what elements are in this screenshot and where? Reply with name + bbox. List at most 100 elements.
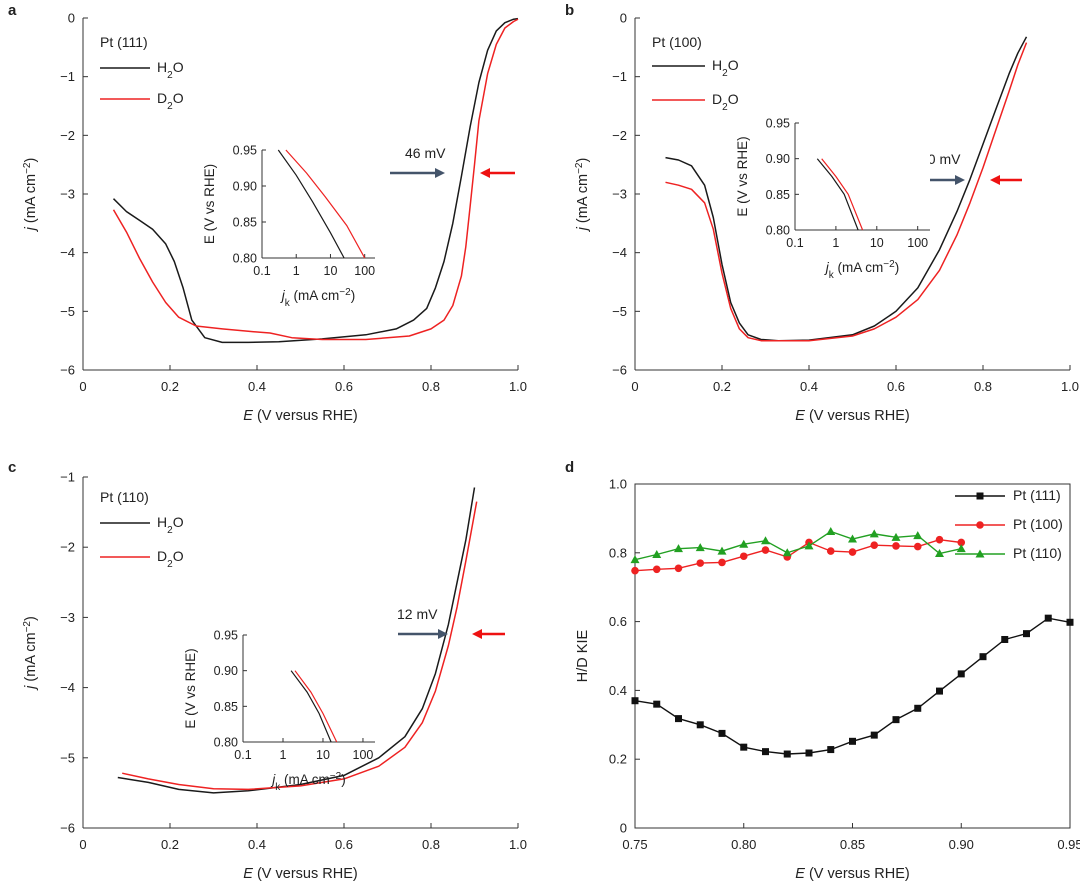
x-tick-label: 1.0 — [509, 837, 527, 852]
legend-entry: D2O — [157, 90, 184, 112]
y-axis-label-var: j — [575, 226, 591, 232]
h2o-arrow-head — [955, 175, 965, 185]
data-point-square — [696, 721, 704, 729]
x-axis-label-var: E — [243, 408, 253, 424]
y-axis-label-unit: (mA cm — [575, 174, 591, 227]
inset-x-label-unit: (mA cm — [834, 260, 884, 275]
inset-series-d2o — [821, 158, 864, 231]
y-axis-label-unit: (mA cm — [23, 174, 39, 227]
y-axis-label-exp: −2 — [574, 162, 585, 174]
data-point-triangle — [630, 555, 640, 564]
data-point-square — [849, 737, 856, 745]
x-axis-label-var: E — [795, 866, 805, 882]
inset-series-h2o — [816, 158, 859, 231]
y-tick-label: −1 — [60, 69, 75, 84]
y-axis-label: j (mA cm−2) — [22, 616, 40, 691]
y-axis-label-var: j — [23, 226, 39, 232]
series-line-h2o — [117, 487, 476, 794]
y-tick-label: −4 — [60, 680, 75, 695]
series-line-d2o — [665, 42, 1028, 342]
x-tick-label: 0.95 — [1057, 837, 1080, 852]
legend-title: Pt (100) — [652, 34, 702, 50]
y-axis-label-text: H/D KIE — [575, 629, 591, 682]
inset-x-axis-label: jk (mA cm−2) — [280, 287, 355, 309]
y-tick-label: −2 — [60, 128, 75, 143]
y-axis-label-exp: −2 — [22, 162, 33, 174]
y-axis-label-close: ) — [575, 158, 591, 163]
legend-entry-sub: 2 — [167, 70, 173, 81]
inset-x-label-sub: k — [829, 270, 835, 281]
inset-background — [262, 150, 375, 258]
inset-x-label-var: j — [824, 260, 830, 275]
inset-y-tick-label: 0.95 — [233, 144, 257, 158]
data-point-circle — [957, 538, 966, 547]
legend-entry-sub: 2 — [167, 525, 173, 536]
series-line-d2o — [112, 18, 519, 341]
y-tick-label: −6 — [60, 363, 75, 378]
inset-y-tick-label: 0.85 — [233, 216, 257, 230]
data-point-square — [957, 670, 965, 678]
y-tick-label: −4 — [612, 245, 627, 260]
panel-letter-d: d — [565, 459, 574, 476]
x-tick-label: 0.4 — [248, 379, 266, 394]
inset-x-label-close: ) — [351, 288, 356, 303]
inset-background — [795, 123, 930, 230]
inset-x-tick-label: 100 — [907, 236, 928, 250]
data-point-circle — [935, 535, 944, 544]
inset-y-tick-label: 0.90 — [766, 152, 790, 166]
inset-x-label-sub: k — [275, 782, 281, 793]
data-point-circle — [631, 566, 639, 575]
data-point-triangle — [826, 526, 836, 535]
x-tick-label: 1.0 — [509, 379, 527, 394]
x-axis-label: E (V versus RHE) — [795, 866, 909, 882]
legend-entry-tail: O — [173, 90, 184, 106]
data-point-square — [1001, 635, 1009, 643]
inset-x-label-exp: −2 — [883, 259, 895, 270]
inset-x-tick-label: 0.1 — [786, 236, 803, 250]
y-tick-label: 0.8 — [609, 545, 627, 560]
legend-entry: D2O — [712, 91, 739, 113]
data-point-square — [1023, 630, 1030, 638]
y-axis-label-close: ) — [23, 158, 39, 163]
data-point-triangle — [913, 531, 923, 540]
y-tick-label: 0 — [620, 11, 627, 26]
data-point-square — [718, 729, 726, 737]
legend-marker-triangle — [975, 549, 985, 558]
inset-x-tick-label: 1 — [293, 264, 300, 278]
inset-x-label-close: ) — [341, 772, 346, 787]
legend-marker-square — [976, 492, 984, 500]
legend-entry-tail: O — [728, 91, 739, 107]
legend-entry-tail: O — [173, 59, 184, 75]
series-triangle — [630, 526, 966, 564]
x-axis-label: E (V versus RHE) — [795, 408, 909, 424]
y-axis-label: j (mA cm−2) — [22, 158, 40, 233]
data-point-triangle — [935, 548, 944, 557]
legend-entry-tail: O — [173, 514, 184, 530]
panel-letter-b: b — [565, 2, 574, 19]
x-tick-label: 0.2 — [713, 379, 731, 394]
y-tick-label: −2 — [60, 540, 75, 555]
data-point-circle — [696, 559, 705, 567]
legend-entry-base: D — [712, 91, 722, 107]
data-point-triangle — [869, 529, 879, 538]
y-tick-label: −3 — [60, 187, 75, 202]
shift-annotation: 20 mV — [920, 151, 961, 167]
x-axis-label-var: E — [243, 866, 253, 882]
y-axis-label-var: j — [23, 685, 39, 691]
inset-x-axis-label: jk (mA cm−2) — [270, 771, 345, 793]
inset-x-label-close: ) — [895, 260, 900, 275]
y-tick-label: −3 — [60, 610, 75, 625]
inset-y-tick-label: 0.85 — [766, 188, 790, 202]
y-axis-label-exp: −2 — [22, 621, 33, 633]
x-axis-label-var: E — [795, 408, 805, 424]
series-line-h2o — [665, 36, 1028, 342]
x-tick-label: 0.90 — [949, 837, 974, 852]
x-tick-label: 0.6 — [887, 379, 905, 394]
y-axis-label-unit: (mA cm — [23, 632, 39, 685]
x-axis-label: E (V versus RHE) — [243, 866, 357, 882]
x-tick-label: 0.6 — [335, 379, 353, 394]
legend-entry-tail: O — [173, 548, 184, 564]
data-point-square — [675, 715, 682, 723]
inset-x-axis-label: jk (mA cm−2) — [824, 259, 899, 281]
legend-title: Pt (111) — [100, 34, 148, 50]
